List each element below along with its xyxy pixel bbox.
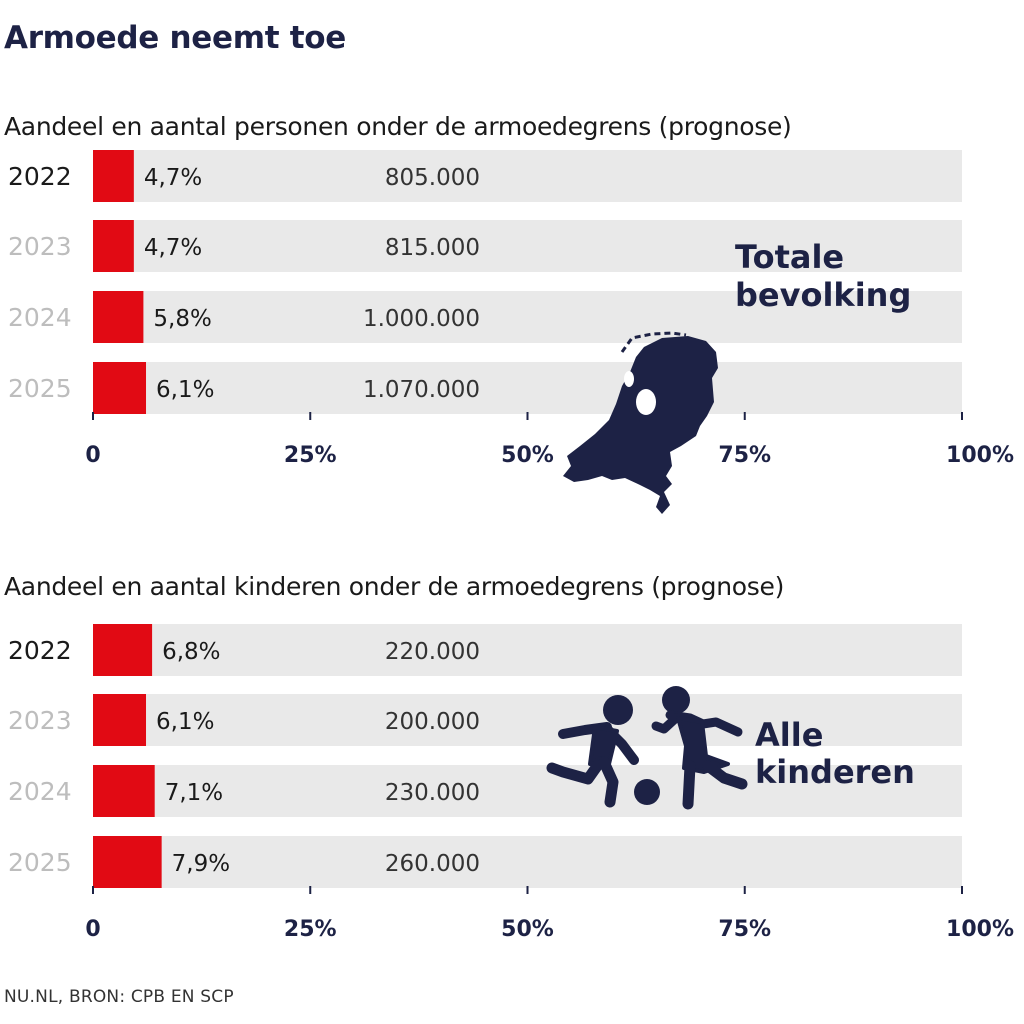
bar [93,220,134,272]
bar-track [93,291,962,343]
value-label: 7,9% [172,851,230,877]
count-label: 815.000 [385,235,480,261]
children-chart: 2022 6,8% 220.000 2023 6,1% 200.000 2024 7,1% 23… [8,624,1014,942]
value-label: 4,7% [144,165,202,191]
value-label: 6,8% [162,639,220,665]
axis-tick-label: 100% [946,443,1014,468]
bar-track [93,150,962,202]
bar-track [93,624,962,676]
year-label: 2023 [8,232,72,261]
year-label: 2022 [8,162,72,191]
year-label: 2024 [8,303,72,332]
bar [93,765,155,817]
population-label-line1: Totale [735,238,844,276]
count-label: 220.000 [385,639,480,665]
axis-tick-label: 0 [85,443,100,468]
subtitle-children: Aandeel en aantal kinderen onder de armo… [4,572,785,601]
children-label-line2: kinderen [755,753,915,791]
year-label: 2024 [8,777,72,806]
value-label: 7,1% [165,780,223,806]
year-label: 2022 [8,636,72,665]
year-label: 2023 [8,706,72,735]
count-label: 1.000.000 [363,306,480,332]
axis-tick-label: 75% [718,917,771,942]
chart-title: Armoede neemt toe [4,20,346,56]
population-chart: 2022 4,7% 805.000 2023 4,7% 815.000 2024 5,8% 1.… [8,150,1014,514]
bar [93,150,134,202]
year-label: 2025 [8,374,72,403]
bar [93,624,153,676]
count-label: 1.070.000 [363,377,480,403]
bar-track [93,220,962,272]
population-label-line2: bevolking [735,276,911,314]
axis-tick-label: 75% [718,443,771,468]
axis-tick-label: 25% [284,917,337,942]
bar-track [93,362,962,414]
value-label: 5,8% [153,306,211,332]
value-label: 6,1% [156,709,214,735]
subtitle-population: Aandeel en aantal personen onder de armo… [4,112,792,141]
bar-track [93,836,962,888]
bar-track [93,694,962,746]
children-label-line1: Alle [755,716,823,754]
value-label: 4,7% [144,235,202,261]
count-label: 230.000 [385,780,480,806]
netherlands-map-icon [563,331,718,514]
bar [93,291,144,343]
bar [93,362,147,414]
year-label: 2025 [8,848,72,877]
count-label: 805.000 [385,165,480,191]
axis-tick-label: 0 [85,917,100,942]
count-label: 260.000 [385,851,480,877]
bar [93,694,147,746]
axis-tick-label: 50% [501,917,554,942]
bar [93,836,162,888]
axis-tick-label: 100% [946,917,1014,942]
value-label: 6,1% [156,377,214,403]
axis-tick-label: 50% [501,443,554,468]
axis-tick-label: 25% [284,443,337,468]
source-note: NU.NL, BRON: CPB EN SCP [4,987,234,1007]
bar-track [93,765,962,817]
children-playing-icon [546,686,748,810]
count-label: 200.000 [385,709,480,735]
